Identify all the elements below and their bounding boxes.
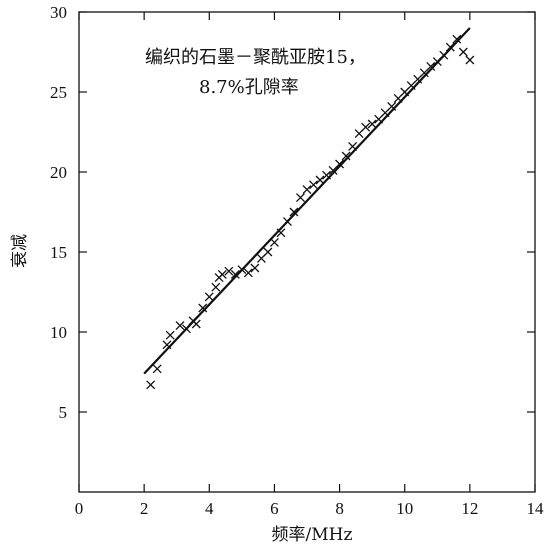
- fit-line-group: [143, 27, 471, 375]
- data-point-marker: [426, 61, 436, 71]
- data-point-marker: [315, 175, 325, 185]
- data-point-marker: [276, 228, 286, 238]
- data-point-marker: [198, 303, 208, 313]
- data-point-marker: [165, 330, 175, 340]
- data-point-marker: [367, 119, 377, 129]
- x-tick-label: 4: [205, 499, 214, 518]
- y-tick-label: 10: [50, 323, 67, 342]
- data-point-marker: [243, 268, 253, 278]
- data-point-marker: [282, 217, 292, 227]
- x-tick-label: 2: [140, 499, 149, 518]
- data-point-marker: [341, 151, 351, 161]
- axis-ticks: [78, 11, 536, 492]
- data-point-marker: [182, 324, 191, 334]
- y-tick-label: 15: [50, 243, 67, 262]
- data-point-marker: [445, 42, 455, 52]
- y-tick-label: 20: [50, 163, 67, 182]
- data-point-marker: [237, 265, 247, 275]
- x-tick-label: 8: [335, 499, 344, 518]
- data-point-marker: [217, 269, 227, 279]
- data-point-marker: [309, 180, 318, 190]
- x-tick-label: 0: [75, 499, 84, 518]
- data-point-marker: [152, 364, 162, 374]
- data-point-marker: [322, 170, 332, 180]
- data-point-marker: [335, 159, 345, 169]
- x-tick-label: 6: [270, 499, 279, 518]
- data-point-marker: [175, 321, 185, 331]
- data-point-marker: [289, 207, 299, 217]
- data-point-marker: [250, 263, 260, 273]
- x-axis-title: 频率/MHz: [272, 525, 353, 545]
- data-point-marker: [348, 141, 358, 151]
- data-point-marker: [361, 122, 371, 132]
- data-point-marker: [204, 292, 214, 302]
- data-point-marker: [191, 319, 201, 329]
- data-point-marker: [465, 55, 475, 65]
- y-tick-label: 5: [59, 403, 68, 422]
- data-point-marker: [296, 193, 305, 203]
- x-tick-label: 12: [461, 499, 478, 518]
- data-point-marker: [263, 247, 273, 257]
- data-point-marker: [302, 185, 312, 195]
- data-point-marker: [439, 50, 449, 60]
- data-point-marker: [269, 237, 279, 247]
- y-tick-label: 30: [50, 3, 67, 22]
- x-tick-label: 14: [527, 499, 545, 518]
- y-tick-label: 25: [50, 83, 67, 102]
- data-points: [146, 34, 475, 390]
- y-axis-title: 衰减: [10, 234, 30, 268]
- annotation-line-2: 8.7%孔隙率: [199, 77, 299, 98]
- data-point-marker: [146, 380, 156, 390]
- data-point-marker: [162, 340, 172, 350]
- data-point-marker: [211, 282, 221, 292]
- x-tick-label: 10: [396, 499, 413, 518]
- data-point-marker: [387, 101, 397, 111]
- data-point-marker: [224, 266, 234, 276]
- fit-line: [143, 27, 471, 375]
- data-point-marker: [458, 47, 468, 57]
- data-point-marker: [230, 269, 240, 279]
- plot-frame: [78, 11, 536, 493]
- annotation-line-1: 编织的石墨－聚酰亚胺15，: [145, 47, 366, 68]
- data-point-marker: [452, 34, 462, 44]
- axis-tick-labels: 0 2 4 6 8 10 12 14 5 10 15 20 25 30: [50, 3, 544, 518]
